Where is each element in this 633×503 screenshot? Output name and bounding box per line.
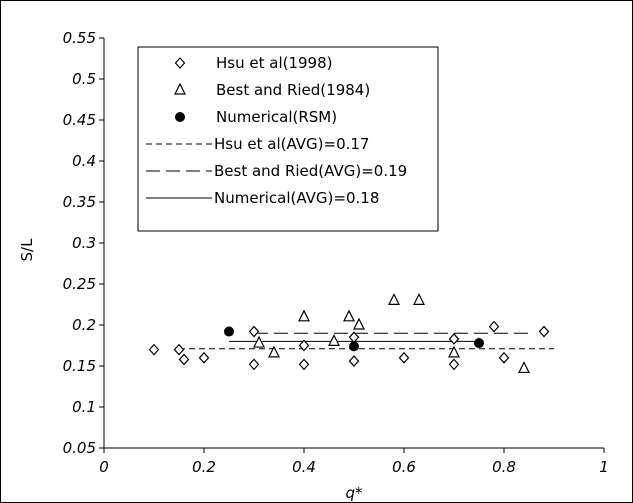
x-tick-label: 0 (99, 458, 109, 476)
data-point-triangle (413, 293, 425, 305)
data-point-filled-circle (349, 341, 359, 352)
data-point-diamond (538, 325, 550, 338)
y-tick-label: 0.55 (63, 29, 96, 47)
y-tick-label: 0.05 (63, 439, 96, 457)
axes: 0.05 0.1 0.15 0.2 0.25 0.3 0.35 0.4 0.45 0.5 0.55 0… (63, 29, 609, 476)
y-tick-label: 0.1 (72, 398, 96, 416)
data-point-diamond (198, 351, 210, 364)
legend-marker-triangle (174, 82, 186, 95)
plot-marks (148, 293, 554, 374)
data-point-triangle (298, 309, 310, 322)
data-point-filled-circle (474, 338, 484, 349)
y-tick-label: 0.25 (63, 275, 96, 293)
data-point-triangle (353, 317, 365, 330)
data-point-diamond (178, 353, 190, 366)
data-point-diamond (398, 351, 410, 364)
y-tick-label: 0.3 (72, 234, 96, 252)
data-point-diamond (488, 320, 500, 333)
data-point-filled-circle (224, 326, 234, 337)
y-tick-label: 0.2 (72, 316, 96, 334)
legend-label: Best and Ried(AVG)=0.19 (214, 162, 407, 180)
legend-marker-filled-circle (175, 112, 185, 122)
data-point-triangle (253, 335, 265, 348)
legend: Hsu et al(1998) Best and Ried(1984) Numeri… (137, 46, 439, 232)
data-point-diamond (348, 355, 360, 367)
y-axis-label: S/L (18, 238, 36, 262)
x-axis-label: q* (345, 484, 363, 502)
legend-label: Best and Ried(1984) (216, 81, 370, 99)
data-point-triangle (388, 293, 400, 305)
x-tick-label: 0.2 (192, 458, 216, 476)
data-point-diamond (448, 358, 460, 371)
data-point-diamond (298, 339, 310, 352)
data-point-triangle (343, 309, 355, 322)
data-point-diamond (448, 333, 460, 345)
legend-label: Hsu et al(AVG)=0.17 (214, 135, 369, 153)
data-point-triangle (268, 345, 280, 358)
legend-label: Numerical(AVG)=0.18 (214, 189, 379, 207)
data-point-diamond (298, 358, 310, 371)
data-point-triangle (518, 361, 530, 374)
legend-marker-diamond (174, 57, 186, 69)
data-point-diamond (348, 331, 360, 344)
data-point-diamond (148, 343, 160, 356)
legend-label: Hsu et al(1998) (216, 54, 332, 72)
data-point-diamond (248, 358, 260, 371)
y-tick-label: 0.4 (72, 152, 96, 170)
data-point-diamond (248, 325, 260, 338)
data-point-triangle (328, 334, 340, 346)
y-tick-label: 0.45 (63, 111, 96, 129)
y-tick-label: 0.15 (63, 357, 96, 375)
legend-label: Numerical(RSM) (216, 108, 337, 126)
legend-box (137, 46, 439, 232)
data-point-diamond (498, 351, 510, 364)
y-tick-label: 0.35 (63, 193, 96, 211)
data-point-triangle (448, 345, 460, 358)
x-tick-label: 0.6 (392, 458, 416, 476)
x-tick-label: 0.4 (292, 458, 316, 476)
x-tick-label: 0.8 (492, 458, 516, 476)
x-tick-label: 1 (599, 458, 609, 476)
y-tick-label: 0.5 (72, 70, 96, 88)
data-point-diamond (173, 343, 185, 356)
